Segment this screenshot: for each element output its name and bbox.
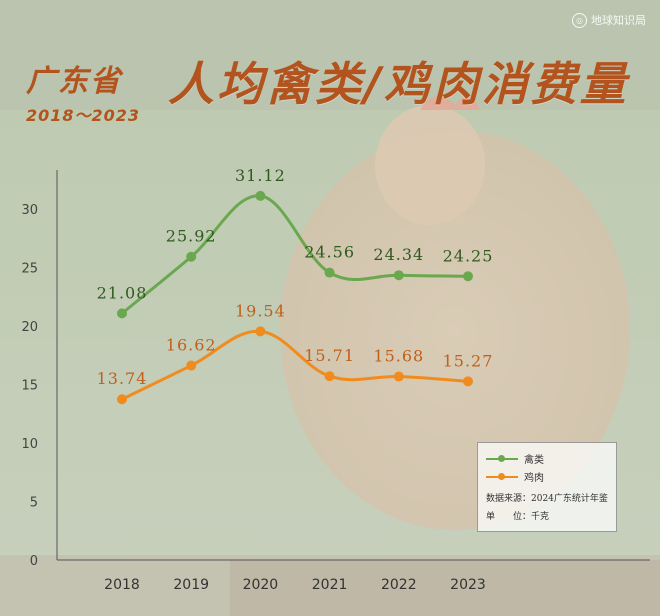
data-labels: 21.08 25.92 31.12 24.56 24.34 24.25 13.74 16.62… (97, 166, 494, 388)
data-point (463, 271, 473, 282)
data-label: 21.08 (97, 283, 148, 302)
axes: 0 5 10 15 20 25 30 2018 2019 2020 2021 2022 2023 (21, 170, 650, 593)
y-tick-label: 30 (21, 203, 38, 218)
data-label: 31.12 (235, 166, 286, 185)
year-range: 2018～2023 (26, 106, 141, 125)
data-label: 15.71 (304, 346, 355, 365)
data-label: 24.25 (443, 246, 494, 265)
x-tick-label: 2019 (173, 577, 209, 593)
y-tick-label: 5 (30, 496, 38, 511)
data-label: 15.27 (443, 351, 494, 370)
x-tick-label: 2020 (243, 577, 279, 593)
data-label: 15.68 (373, 347, 424, 366)
data-label: 13.74 (97, 369, 148, 388)
legend-label-chicken: 鸡肉 (524, 473, 544, 484)
x-tick-label: 2022 (381, 577, 417, 593)
data-point (186, 251, 197, 262)
series-points (117, 190, 473, 405)
x-tick-label: 2018 (104, 577, 140, 593)
chart-title: 人均禽类/鸡肉消费量 (168, 57, 629, 111)
x-tick-label: 2023 (450, 577, 486, 593)
y-tick-label: 10 (21, 437, 38, 452)
data-point (255, 190, 266, 201)
data-point (393, 371, 404, 382)
legend-label-poultry: 禽类 (524, 455, 544, 466)
unit-note: 单 位：千克 (486, 512, 550, 522)
data-point (117, 394, 127, 405)
data-label: 19.54 (235, 301, 286, 320)
data-label: 16.62 (166, 336, 217, 355)
globe-logo-icon: ◎ (572, 12, 587, 28)
data-label: 24.34 (373, 245, 424, 264)
data-source: 数据来源：2024广东统计年鉴 (486, 494, 608, 504)
data-point (393, 270, 404, 281)
x-tick-label: 2021 (312, 577, 348, 593)
data-point (324, 267, 335, 278)
data-point (117, 308, 127, 319)
legend: 禽类 鸡肉 数据来源：2024广东统计年鉴 单 位：千克 (477, 442, 617, 532)
y-tick-label: 15 (21, 379, 38, 394)
y-tick-label: 25 (21, 262, 38, 277)
watermark: ◎ 地球知识局 (572, 12, 646, 28)
legend-swatch-chicken (486, 472, 518, 482)
data-point (324, 371, 335, 382)
legend-swatch-poultry (486, 454, 518, 464)
data-point (463, 376, 473, 387)
legend-item-chicken: 鸡肉 (486, 469, 544, 484)
data-label: 24.56 (304, 243, 355, 262)
region-title: 广东省 (26, 64, 122, 99)
title-block-left: 广东省 2018～2023 (26, 56, 140, 126)
watermark-text: 地球知识局 (591, 14, 646, 27)
y-tick-label: 0 (30, 554, 38, 569)
data-point (255, 326, 266, 337)
y-tick-label: 20 (21, 320, 38, 335)
data-label: 25.92 (166, 227, 217, 246)
legend-item-poultry: 禽类 (486, 451, 544, 466)
data-point (186, 360, 197, 371)
